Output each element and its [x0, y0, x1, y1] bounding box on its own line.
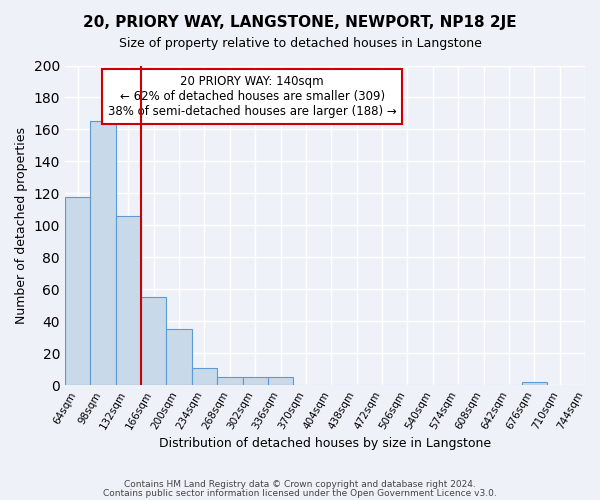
Text: Size of property relative to detached houses in Langstone: Size of property relative to detached ho…: [119, 38, 481, 51]
Bar: [65, 196, 90, 385]
Bar: [116, 216, 141, 385]
Bar: [268, 377, 293, 385]
Bar: [90, 122, 116, 385]
X-axis label: Distribution of detached houses by size in Langstone: Distribution of detached houses by size …: [159, 437, 491, 450]
Text: Contains public sector information licensed under the Open Government Licence v3: Contains public sector information licen…: [103, 488, 497, 498]
Y-axis label: Number of detached properties: Number of detached properties: [15, 127, 28, 324]
Text: 20, PRIORY WAY, LANGSTONE, NEWPORT, NP18 2JE: 20, PRIORY WAY, LANGSTONE, NEWPORT, NP18…: [83, 15, 517, 30]
Text: 20 PRIORY WAY: 140sqm
← 62% of detached houses are smaller (309)
38% of semi-det: 20 PRIORY WAY: 140sqm ← 62% of detached …: [108, 75, 397, 118]
Bar: [166, 329, 192, 385]
Bar: [242, 377, 268, 385]
Bar: [521, 382, 547, 385]
Bar: [141, 297, 166, 385]
Bar: [192, 368, 217, 385]
Text: Contains HM Land Registry data © Crown copyright and database right 2024.: Contains HM Land Registry data © Crown c…: [124, 480, 476, 489]
Bar: [217, 377, 242, 385]
